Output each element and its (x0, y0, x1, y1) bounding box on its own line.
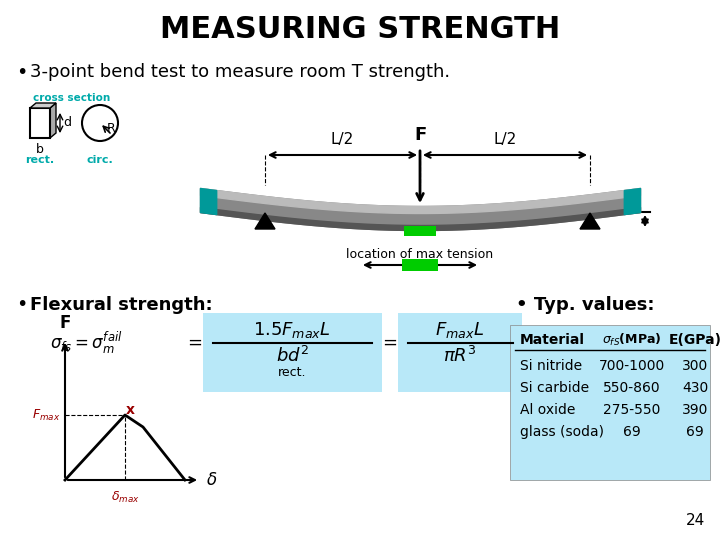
Circle shape (82, 105, 118, 141)
Text: cross section: cross section (33, 93, 111, 103)
Text: L/2: L/2 (331, 132, 354, 147)
Text: $\sigma_{fs} = \sigma_m^{fail}$: $\sigma_{fs} = \sigma_m^{fail}$ (50, 330, 122, 356)
Text: 550-860: 550-860 (603, 381, 661, 395)
Text: 700-1000: 700-1000 (599, 359, 665, 373)
Text: rect.: rect. (25, 155, 55, 165)
FancyBboxPatch shape (30, 108, 50, 138)
Bar (402, 259, 438, 271)
Text: =: = (187, 334, 202, 352)
Text: x: x (125, 403, 135, 417)
Text: 69: 69 (686, 425, 704, 439)
Text: MEASURING STRENGTH: MEASURING STRENGTH (160, 16, 560, 44)
Text: L/2: L/2 (493, 132, 517, 147)
Text: Material: Material (520, 333, 585, 347)
Bar (404, 226, 436, 236)
Text: =: = (382, 334, 397, 352)
FancyBboxPatch shape (398, 313, 522, 392)
Text: $\sigma_{fS}$(MPa): $\sigma_{fS}$(MPa) (603, 332, 662, 348)
Polygon shape (50, 103, 56, 138)
Text: location of max tension: location of max tension (346, 248, 494, 261)
Text: F: F (59, 314, 71, 332)
Text: •: • (16, 295, 27, 314)
Text: 430: 430 (682, 381, 708, 395)
Text: $bd^2$: $bd^2$ (276, 346, 308, 366)
Text: glass (soda): glass (soda) (520, 425, 604, 439)
Text: rect.: rect. (278, 367, 306, 380)
Text: Si nitride: Si nitride (520, 359, 582, 373)
FancyBboxPatch shape (203, 313, 382, 392)
Text: 69: 69 (623, 425, 641, 439)
Text: E(GPa): E(GPa) (668, 333, 720, 347)
Text: $\delta_{max}$: $\delta_{max}$ (111, 490, 140, 505)
Text: Al oxide: Al oxide (520, 403, 575, 417)
Polygon shape (580, 213, 600, 229)
FancyBboxPatch shape (510, 325, 710, 480)
Text: d: d (63, 117, 71, 130)
Text: $F_{max}L$: $F_{max}L$ (436, 320, 485, 340)
Text: •: • (16, 63, 27, 82)
Text: 275-550: 275-550 (603, 403, 661, 417)
Text: F: F (414, 126, 426, 144)
Text: 300: 300 (682, 359, 708, 373)
Text: R: R (107, 122, 116, 134)
Text: $F_{max}$: $F_{max}$ (32, 408, 60, 422)
Text: b: b (36, 143, 44, 156)
Text: 24: 24 (685, 513, 705, 528)
Text: $1.5F_{max}L$: $1.5F_{max}L$ (253, 320, 331, 340)
Text: circ.: circ. (86, 155, 113, 165)
Polygon shape (255, 213, 275, 229)
Text: Flexural strength:: Flexural strength: (30, 296, 212, 314)
Text: $\pi R^3$: $\pi R^3$ (444, 346, 477, 366)
Text: $\delta$: $\delta$ (206, 471, 217, 489)
Text: 3-point bend test to measure room T strength.: 3-point bend test to measure room T stre… (30, 63, 450, 81)
Text: Si carbide: Si carbide (520, 381, 589, 395)
Polygon shape (30, 103, 56, 108)
Text: • Typ. values:: • Typ. values: (516, 296, 654, 314)
Text: 390: 390 (682, 403, 708, 417)
